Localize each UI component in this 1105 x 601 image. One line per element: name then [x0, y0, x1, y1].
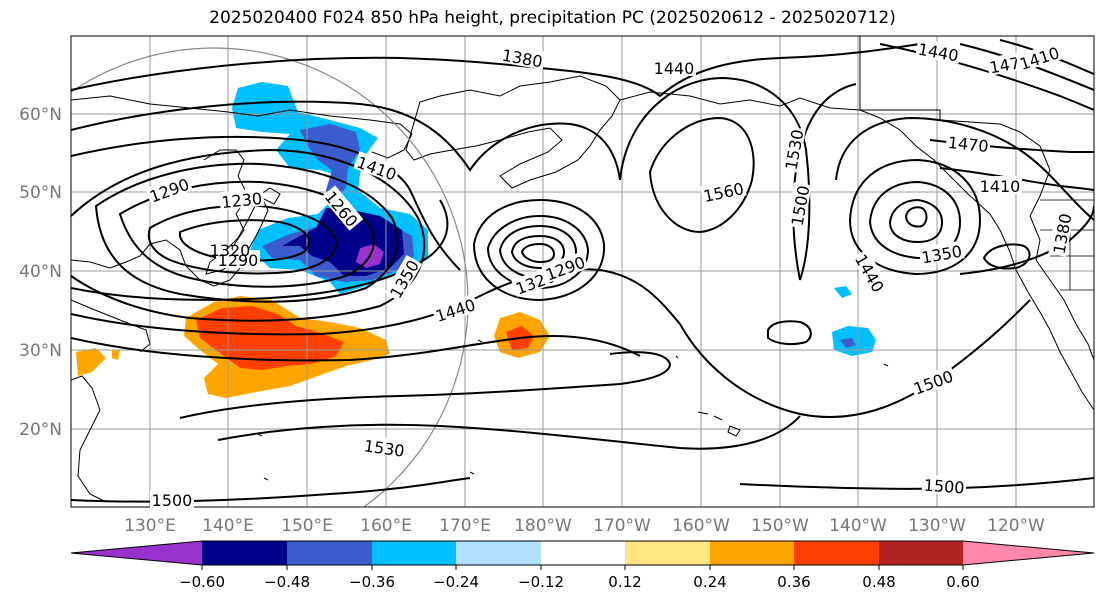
contour-1350-1	[71, 148, 426, 322]
contour-label: 1500	[152, 491, 193, 510]
colorbar-tick-label: −0.36	[349, 573, 395, 591]
contour-labels: 1380 1440 1470 1410 1440 1470 1410 1290 …	[145, 38, 1075, 510]
colorbar-tick-label: −0.60	[179, 573, 225, 591]
contour-small-ring	[767, 320, 812, 346]
lat-label: 50°N	[19, 183, 62, 203]
contour-1560	[648, 116, 755, 234]
lon-label: 180°W	[514, 516, 572, 536]
contour-high-ring-4	[904, 206, 928, 228]
lon-label: 150°E	[281, 516, 333, 536]
contour-1530-2	[619, 76, 811, 281]
colorbar-tick-label: −0.12	[518, 573, 564, 591]
colorbar-tick-labels: −0.60 −0.48 −0.36 −0.24 −0.12 0.12 0.24 …	[179, 573, 980, 591]
contour-ring-east	[982, 243, 1031, 270]
colorbar-segment	[541, 541, 625, 565]
colorbar-segment	[625, 541, 710, 565]
contour-1290	[118, 180, 375, 288]
lon-label: 160°W	[672, 516, 730, 536]
colorbar-segment	[202, 541, 287, 565]
contour-low-ring-5	[472, 198, 606, 302]
colorbar-tick-label: 0.36	[777, 573, 810, 591]
contour-1380	[71, 43, 921, 98]
contour-1530	[217, 415, 801, 450]
precip-negative-small-1	[832, 326, 876, 356]
contour-label: 1440	[654, 59, 695, 78]
colorbar-tick-label: 0.48	[862, 573, 895, 591]
contour-1410-2	[71, 199, 449, 301]
colorbar: −0.60 −0.48 −0.36 −0.24 −0.12 0.12 0.24 …	[70, 540, 1095, 591]
colorbar-segment	[710, 541, 794, 565]
latitude-labels: 60°N 50°N 40°N 30°N 20°N	[19, 105, 62, 440]
colorbar-segment	[963, 541, 1094, 565]
contour-1500-4	[679, 299, 1031, 418]
lon-label: 140°E	[202, 516, 254, 536]
map-frame	[70, 35, 1095, 508]
precip-negative-small-3	[834, 286, 852, 298]
contour-label: 1410	[980, 177, 1021, 196]
contour-label: 1230	[221, 189, 263, 212]
chart-title: 2025020400 F024 850 hPa height, precipit…	[209, 8, 896, 28]
contour-low-ring-4	[520, 242, 556, 264]
north-america-coast	[859, 36, 1094, 411]
lat-label: 40°N	[19, 262, 62, 282]
lon-label: 150°W	[751, 516, 809, 536]
colorbar-segment	[71, 541, 202, 565]
contour-high-ring-2	[868, 180, 962, 260]
contour-label: 1470	[947, 133, 989, 156]
small-islands	[257, 339, 889, 481]
colorbar-tick-label: 0.12	[608, 573, 641, 591]
lon-label: 130°W	[908, 516, 966, 536]
precip-positive-orange-4	[112, 350, 120, 360]
longitude-labels: 130°E 140°E 150°E 160°E 170°E 180°W 170°…	[124, 516, 1045, 536]
colorbar-tick-label: 0.24	[693, 573, 726, 591]
contour-low-ring-2	[498, 224, 578, 280]
colorbar-tick-label: 0.60	[946, 573, 979, 591]
precip-positive-orange-3	[76, 348, 106, 376]
lat-label: 60°N	[19, 105, 62, 125]
contour-label: 1290	[218, 251, 259, 270]
contour-1230	[178, 219, 310, 262]
contour-label: 1320	[210, 241, 251, 260]
lon-label: 160°E	[360, 516, 412, 536]
contour-1470	[71, 335, 641, 362]
colorbar-ticks	[201, 565, 964, 570]
colorbar-tick-label: −0.48	[264, 573, 310, 591]
colorbar-segment	[879, 541, 963, 565]
contour-high-ring-3	[888, 198, 944, 244]
colorbar-segment	[372, 541, 456, 565]
contour-label: 1500	[923, 476, 965, 498]
contour-high-ring-1	[848, 158, 982, 276]
lon-label: 120°W	[987, 516, 1045, 536]
lon-label: 170°W	[593, 516, 651, 536]
colorbar-segment	[287, 541, 372, 565]
contour-1500-1	[179, 351, 672, 419]
lat-label: 20°N	[19, 420, 62, 440]
colorbar-segment	[794, 541, 879, 565]
contour-1410-3	[939, 167, 1094, 191]
precip-negative-small-2	[840, 338, 856, 348]
colorbar-tick-label: −0.24	[433, 573, 479, 591]
contour-1500-2	[71, 477, 471, 503]
lon-label: 130°E	[124, 516, 176, 536]
contour-low-ring-3	[510, 234, 566, 270]
hawaii-islands	[697, 411, 741, 437]
lon-label: 170°E	[439, 516, 491, 536]
contour-1410-1	[71, 100, 621, 181]
colorbar-segment	[456, 541, 541, 565]
contour-1320	[94, 162, 399, 303]
lon-label: 140°W	[829, 516, 887, 536]
lat-label: 30°N	[19, 341, 62, 361]
